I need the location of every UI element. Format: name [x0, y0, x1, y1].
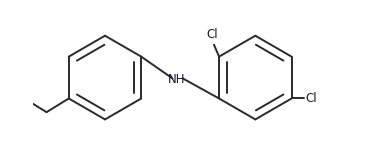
Text: Cl: Cl: [206, 28, 218, 41]
Text: Cl: Cl: [305, 92, 317, 105]
Text: NH: NH: [168, 73, 186, 86]
